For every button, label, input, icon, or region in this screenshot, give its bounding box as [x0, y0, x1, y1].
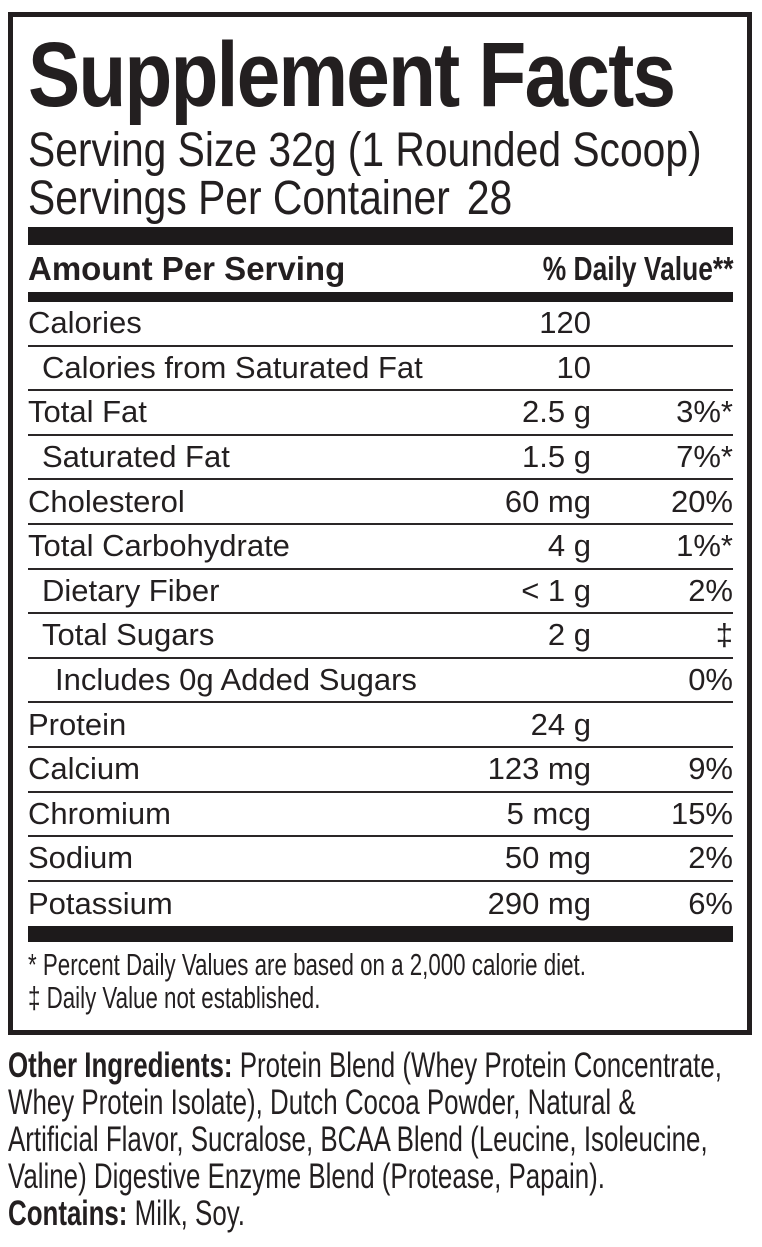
nutrient-name: Dietary Fiber [42, 572, 220, 608]
serving-size-line: Serving Size 32g (1 Rounded Scoop) [28, 124, 702, 177]
nutrient-amount: 1.5 g [522, 439, 591, 475]
nutrient-amount: 50 mg [504, 840, 591, 876]
header-divider-bar [28, 292, 733, 302]
nutrient-amount: 2.5 g [522, 394, 591, 430]
top-divider-bar [28, 227, 733, 245]
table-row: Calories from Saturated Fat 10 [28, 347, 733, 392]
nutrient-name: Includes 0g Added Sugars [55, 662, 417, 698]
table-row: Calcium 123 mg 9% [28, 748, 733, 793]
ingredients-lines: Whey Protein Isolate), Dutch Cocoa Powde… [8, 1084, 762, 1195]
nutrient-dv: 9% [688, 751, 733, 787]
nutrient-name: Chromium [28, 795, 171, 831]
nutrient-dv: 2% [688, 840, 733, 876]
nutrient-amount: 24 g [530, 706, 591, 742]
nutrient-name: Cholesterol [28, 483, 185, 519]
daily-value-header: % Daily Value** [542, 249, 733, 287]
amount-per-serving-header: Amount Per Serving [28, 249, 346, 287]
footnote: ‡ Daily Value not established. [28, 980, 321, 1016]
nutrient-name: Total Carbohydrate [28, 528, 290, 564]
table-row: Calories 120 [28, 302, 733, 347]
table-row: Total Sugars 2 g ‡ [28, 614, 733, 659]
table-row: Cholesterol 60 mg 20% [28, 480, 733, 525]
nutrient-name: Calories from Saturated Fat [42, 349, 423, 385]
nutrient-name: Protein [28, 706, 127, 742]
footnotes: * Percent Daily Values are based on a 2,… [28, 948, 733, 1014]
nutrient-name: Saturated Fat [42, 439, 230, 475]
contains-line: Contains: Milk, Soy. [8, 1195, 566, 1232]
ingredients-line: Artificial Flavor, Sucralose, BCAA Blend… [8, 1120, 708, 1160]
nutrient-name: Total Fat [28, 394, 147, 430]
other-ingredients-section: Other Ingredients: Protein Blend (Whey P… [8, 1047, 762, 1232]
nutrient-amount: < 1 g [521, 572, 591, 608]
nutrient-amount: 290 mg [487, 886, 591, 922]
table-row: Chromium 5 mcg 15% [28, 793, 733, 838]
nutrient-name: Calories [28, 305, 142, 341]
ingredients-line: Valine) Digestive Enzyme Blend (Protease… [8, 1157, 605, 1197]
nutrient-table: Calories 120 Calories from Saturated Fat… [28, 302, 733, 926]
nutrient-dv: 6% [688, 886, 733, 922]
nutrient-dv: 2% [688, 572, 733, 608]
supplement-facts-label: Supplement Facts Serving Size 32g (1 Rou… [0, 12, 762, 1232]
ingredients-text-start: Protein Blend (Whey Protein Concentrate, [232, 1046, 722, 1086]
nutrient-amount: 4 g [547, 528, 591, 564]
label-title: Supplement Facts [28, 24, 676, 126]
ingredients-line: Other Ingredients: Protein Blend (Whey P… [8, 1046, 722, 1086]
footnote: * Percent Daily Values are based on a 2,… [28, 947, 586, 983]
nutrient-dv: 0% [688, 662, 733, 698]
table-header-row: Amount Per Serving % Daily Value** [28, 245, 733, 292]
nutrient-dv: 15% [670, 795, 733, 831]
nutrient-amount: 60 mg [504, 483, 591, 519]
table-row: Potassium 290 mg 6% [28, 882, 733, 927]
table-row: Protein 24 g [28, 703, 733, 748]
nutrient-dv: 1%* [676, 528, 733, 564]
contains-text: Milk, Soy. [127, 1194, 245, 1234]
table-row: Total Fat 2.5 g 3%* [28, 391, 733, 436]
nutrient-name: Total Sugars [42, 617, 215, 653]
nutrient-name: Potassium [28, 886, 173, 922]
facts-box: Supplement Facts Serving Size 32g (1 Rou… [8, 12, 752, 1036]
nutrient-name: Sodium [28, 840, 134, 876]
ingredients-line: Whey Protein Isolate), Dutch Cocoa Powde… [8, 1083, 636, 1123]
nutrient-dv: 20% [670, 483, 733, 519]
bottom-divider-bar [28, 926, 733, 943]
table-row: Includes 0g Added Sugars 0% [28, 659, 733, 704]
nutrient-amount: 10 [556, 349, 591, 385]
other-ingredients-label: Other Ingredients: [8, 1046, 233, 1086]
table-row: Dietary Fiber < 1 g 2% [28, 570, 733, 615]
table-row: Sodium 50 mg 2% [28, 837, 733, 882]
table-row: Saturated Fat 1.5 g 7%* [28, 436, 733, 481]
nutrient-dv: 7%* [676, 439, 733, 475]
nutrient-amount: 123 mg [487, 751, 591, 787]
nutrient-name: Calcium [28, 751, 140, 787]
servings-per-container-value: 28 [466, 172, 513, 225]
nutrient-dv: 3%* [676, 394, 733, 430]
table-row: Total Carbohydrate 4 g 1%* [28, 525, 733, 570]
servings-per-container-label: Servings Per Container [28, 172, 450, 225]
nutrient-amount: 5 mcg [506, 795, 591, 831]
servings-per-container-line: Servings Per Container 28 [28, 175, 627, 223]
contains-label: Contains: [8, 1194, 128, 1234]
nutrient-dv: ‡ [715, 617, 733, 653]
nutrient-amount: 120 [539, 305, 591, 341]
nutrient-amount: 2 g [547, 617, 591, 653]
